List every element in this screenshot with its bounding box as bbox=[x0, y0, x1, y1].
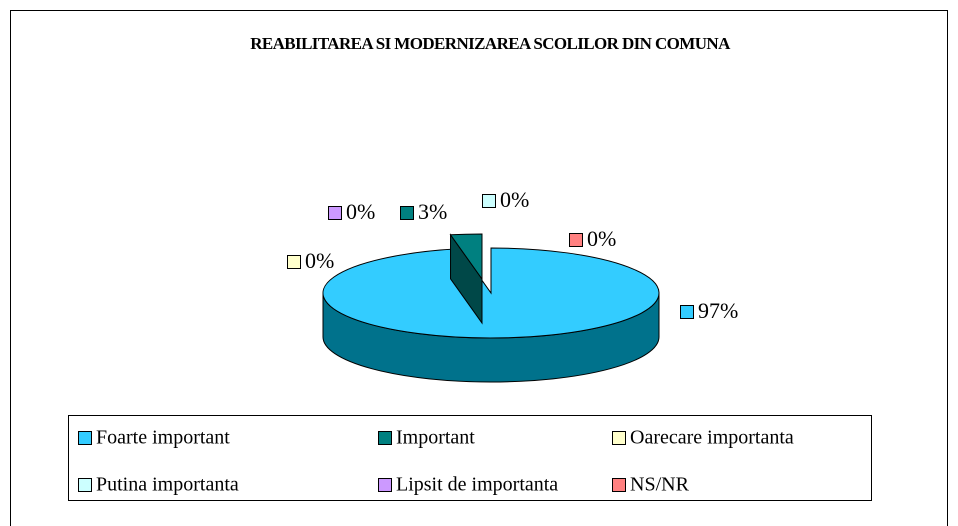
legend-box bbox=[68, 415, 872, 501]
legend-label: NS/NR bbox=[630, 474, 690, 496]
data-label: 0% bbox=[305, 248, 334, 273]
legend-label: Lipsit de importanta bbox=[396, 474, 558, 496]
legend-label: Putina importanta bbox=[96, 474, 239, 496]
legend-swatch bbox=[78, 478, 92, 492]
chart-title: REABILITAREA SI MODERNIZAREA SCOLILOR DI… bbox=[250, 34, 731, 53]
data-label: 0% bbox=[500, 187, 529, 212]
data-label: 3% bbox=[418, 199, 447, 224]
pie-slice bbox=[449, 233, 483, 281]
legend-label: Foarte important bbox=[96, 427, 230, 449]
legend-swatch bbox=[78, 431, 92, 445]
label-swatch bbox=[328, 206, 342, 220]
legend-swatch bbox=[612, 478, 626, 492]
legend-swatch bbox=[378, 431, 392, 445]
legend-label: Oarecare importanta bbox=[630, 427, 794, 449]
data-label: 0% bbox=[346, 199, 375, 224]
data-label: 97% bbox=[698, 298, 738, 323]
data-label: 0% bbox=[587, 226, 616, 251]
label-swatch bbox=[400, 206, 414, 220]
legend-swatch bbox=[378, 478, 392, 492]
label-swatch bbox=[287, 255, 301, 269]
label-swatch bbox=[680, 305, 694, 319]
legend-label: Important bbox=[396, 427, 475, 449]
label-swatch bbox=[482, 194, 496, 208]
label-swatch bbox=[569, 233, 583, 247]
legend-swatch bbox=[612, 431, 626, 445]
